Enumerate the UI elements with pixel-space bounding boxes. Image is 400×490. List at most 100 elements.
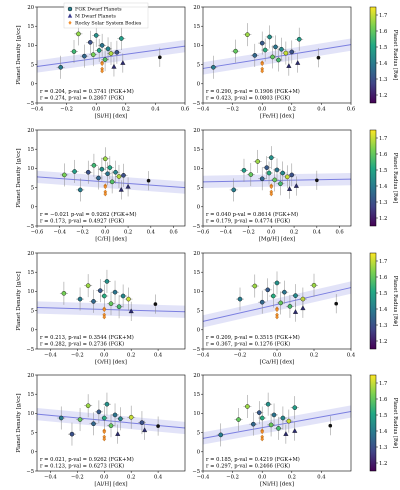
colorbar-gradient [369,129,377,227]
correlation-stat: r = 0.185, p-val = 0.4219 (FGK+M) [206,456,300,463]
y-tick-label: 10 [193,289,200,295]
y-tick-label: 5 [197,430,200,436]
fgk-point [91,299,96,304]
fgk-point [218,432,224,438]
fgk-point [118,416,123,422]
fgk-point [293,293,298,298]
x-tick-label: −0.2 [76,230,89,236]
fgk-point [248,172,254,177]
fgk-point [265,401,271,407]
fgk-point [283,50,289,56]
y-axis-label: Planet Density [g/cc] [16,25,22,84]
fgk-point [267,34,272,40]
x-tick-label: 0.4 [347,353,356,359]
solar-body-point [275,307,279,313]
y-tick-label: 20 [27,5,34,11]
y-tick-label: 5 [197,308,200,314]
fgk-point [272,177,278,183]
legend-label-solar: Rocky Solar System Bodies [75,21,142,27]
axes-frame [202,6,352,104]
colorbar-tick-label: 1.5 [379,168,387,174]
correlation-stat: r = 0.290, p-val = 0.1906 (FGK+M) [206,88,300,95]
fgk-point [76,31,81,37]
fgk-point [91,421,96,427]
fgk-point [245,404,250,409]
fgk-point [85,283,91,288]
x-tick-label: 0.2 [127,353,135,359]
x-tick-label: −0.6 [31,230,44,236]
y-tick-label: 5 [31,430,34,436]
fgk-point [72,169,77,174]
panel-8: −0.4 −0.2 0.0 0.2 0.4 −5 0 5 10 15 20 r = 0.185, p-… [192,373,352,488]
x-axis-label: [Al/H] [dex] [94,482,127,488]
colorbar-tick-label: 1.3 [379,200,387,206]
y-tick-label: 0 [31,205,34,211]
x-axis-label: [C/H] [dex] [95,237,127,243]
y-tick-label: 10 [27,43,34,49]
fgk-point [105,171,110,177]
y-tick-label: 15 [27,270,34,276]
correlation-stat: r = −0.021 p-val = 0.9262 (FGK+M) [40,211,137,218]
x-axis-label: [Mg/H] [dex] [259,237,296,243]
fgk-point [274,167,280,173]
fgk-point [101,293,107,299]
solar-body-point [102,436,107,442]
fgk-point [90,52,96,57]
colorbar-tick-label: 1.3 [379,77,387,83]
fgk-point [104,401,110,407]
fit-line [202,287,352,322]
y-tick-label: −5 [26,347,34,353]
x-tick-label: 0.0 [258,107,266,113]
fgk-point [116,304,122,310]
fgk-point [264,165,270,170]
fgk-point [102,57,108,62]
panel-3: −0.6 −0.4 −0.2 0.0 0.2 0.4 0.6 −5 0 5 10 15 20 r = −0… [16,128,186,243]
fit-line [202,410,352,439]
correlation-stat: r = 0.173, p-val = 0.4927 (FGK) [40,218,124,225]
correlation-stat: r = 0.204, p-val = 0.3741 (FGK+M) [40,88,134,95]
fgk-point [96,48,102,53]
correlation-stat: r = 0.367, p-val = 0.1276 (FGK) [206,341,290,348]
fgk-point [276,57,281,63]
fgk-point [104,279,110,284]
x-tick-label: −0.4 [197,107,210,113]
fgk-point [121,173,126,178]
fgk-point [112,289,118,295]
x-tick-label: −0.2 [60,107,73,113]
fgk-point [274,280,280,286]
dark-point [146,178,151,183]
fgk-point [96,175,101,181]
dark-point [153,302,158,306]
legend: FGK Dwarf Planets M Dwarf Planets Rocky … [63,2,149,29]
y-tick-label: 20 [193,373,200,379]
correlation-stat: r = 0.274, p-val = 0.2867 (FGK) [40,95,124,102]
solar-body-point [102,307,107,313]
x-tick-label: 0.0 [258,475,266,481]
x-tick-label: −0.2 [71,353,84,359]
m-dwarf-point [283,431,289,436]
fgk-point [116,174,122,179]
m-dwarf-point [292,428,298,433]
axes-frame [36,129,186,227]
y-tick-label: 0 [197,82,200,88]
m-dwarf-point [118,186,124,192]
x-tick-label: −0.4 [31,107,44,113]
solar-body-point [269,184,274,190]
y-axis-label: Planet Density [g/cc] [16,393,22,452]
y-tick-label: 20 [27,373,34,379]
fgk-point [236,417,241,422]
correlation-stat: r = 0.423, p-val = 0.0803 (FGK) [206,95,290,102]
colorbar-tick-label: 1.2 [379,93,387,99]
fgk-point [77,417,83,422]
y-tick-label: 20 [193,251,200,257]
colorbar-tick-label: 1.6 [379,152,387,158]
colorbar-label: Planet Radius [R⊕] [392,153,398,203]
solar-body-point [260,68,264,74]
y-tick-label: 5 [31,308,34,314]
x-axis-label: [O/H] [dex] [95,360,127,366]
y-tick-label: 10 [193,43,200,49]
correlation-stat: r = 0.209, p-val = 0.3515 (FGK+M) [206,334,300,341]
y-tick-label: 15 [27,24,34,30]
fgk-point [85,403,91,409]
colorbar-tick-label: 1.7 [379,136,387,142]
